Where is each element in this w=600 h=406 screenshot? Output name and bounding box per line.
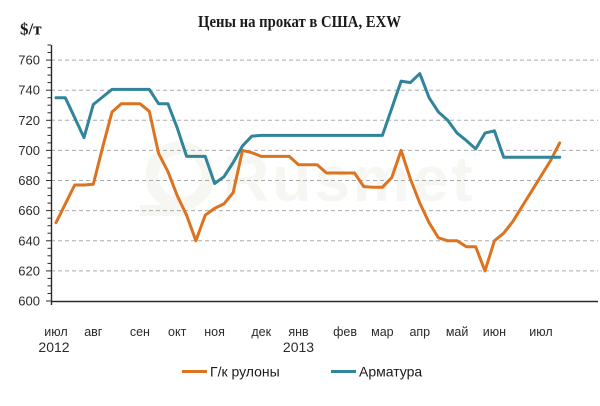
- svg-text:660: 660: [18, 203, 40, 218]
- svg-text:640: 640: [18, 233, 40, 248]
- svg-text:сен: сен: [130, 325, 150, 339]
- svg-text:$/т: $/т: [20, 20, 42, 39]
- svg-text:760: 760: [18, 53, 40, 68]
- svg-text:июл: июл: [44, 325, 67, 339]
- svg-text:Арматура: Арматура: [359, 364, 422, 380]
- svg-text:апр: апр: [409, 325, 430, 339]
- svg-text:янв: янв: [288, 325, 309, 339]
- svg-text:июл: июл: [529, 325, 552, 339]
- svg-text:600: 600: [18, 294, 40, 309]
- svg-text:680: 680: [18, 173, 40, 188]
- svg-text:май: май: [446, 325, 469, 339]
- svg-text:700: 700: [18, 143, 40, 158]
- svg-text:Rusmet: Rusmet: [223, 143, 476, 215]
- svg-text:авг: авг: [84, 325, 103, 339]
- svg-text:Г/к рулоны: Г/к рулоны: [210, 364, 280, 380]
- svg-text:740: 740: [18, 83, 40, 98]
- svg-text:Цены на прокат в США, EXW: Цены на прокат в США, EXW: [198, 12, 401, 31]
- svg-text:ноя: ноя: [204, 325, 225, 339]
- svg-text:фев: фев: [333, 325, 357, 339]
- svg-text:2012: 2012: [38, 339, 69, 355]
- svg-text:окт: окт: [168, 325, 187, 339]
- svg-text:620: 620: [18, 263, 40, 278]
- svg-text:мар: мар: [371, 325, 394, 339]
- svg-text:2013: 2013: [283, 339, 314, 355]
- svg-text:дек: дек: [251, 325, 271, 339]
- svg-text:июн: июн: [483, 325, 506, 339]
- svg-text:720: 720: [18, 113, 40, 128]
